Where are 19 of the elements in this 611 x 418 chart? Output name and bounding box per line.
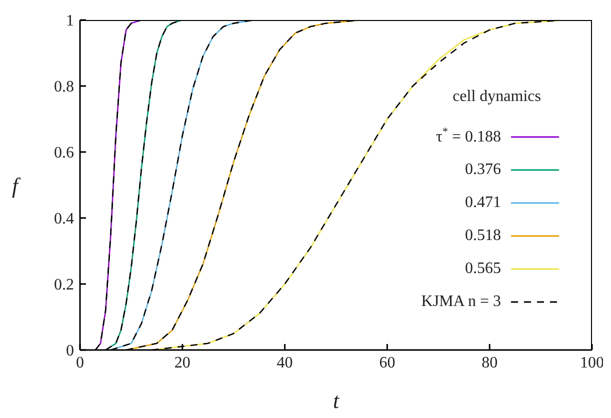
legend-label: 0.376 (465, 160, 501, 178)
legend-label: 0.565 (465, 260, 501, 278)
y-tick-label: 0.6 (54, 144, 74, 162)
x-axis-title: t (332, 388, 340, 413)
y-axis-title: f (12, 172, 21, 198)
legend-label: 0.471 (465, 194, 501, 212)
legend-label: KJMA n = 3 (421, 292, 501, 310)
x-tick-label: 60 (379, 354, 396, 372)
y-tick-label: 0.4 (54, 210, 74, 228)
y-tick-label: 0.8 (54, 78, 74, 96)
y-tick-label: 0.2 (54, 276, 74, 294)
y-tick-label: 0 (66, 342, 74, 360)
y-tick-label: 1 (66, 12, 74, 30)
x-tick-label: 40 (276, 354, 293, 372)
legend-label: τ$^{*}$ = 0.188 (436, 126, 501, 147)
x-tick-label: 80 (482, 354, 498, 372)
legend-label: 0.518 (465, 226, 501, 244)
legend-title: cell dynamics (452, 88, 542, 106)
x-tick-label: 20 (174, 354, 190, 372)
